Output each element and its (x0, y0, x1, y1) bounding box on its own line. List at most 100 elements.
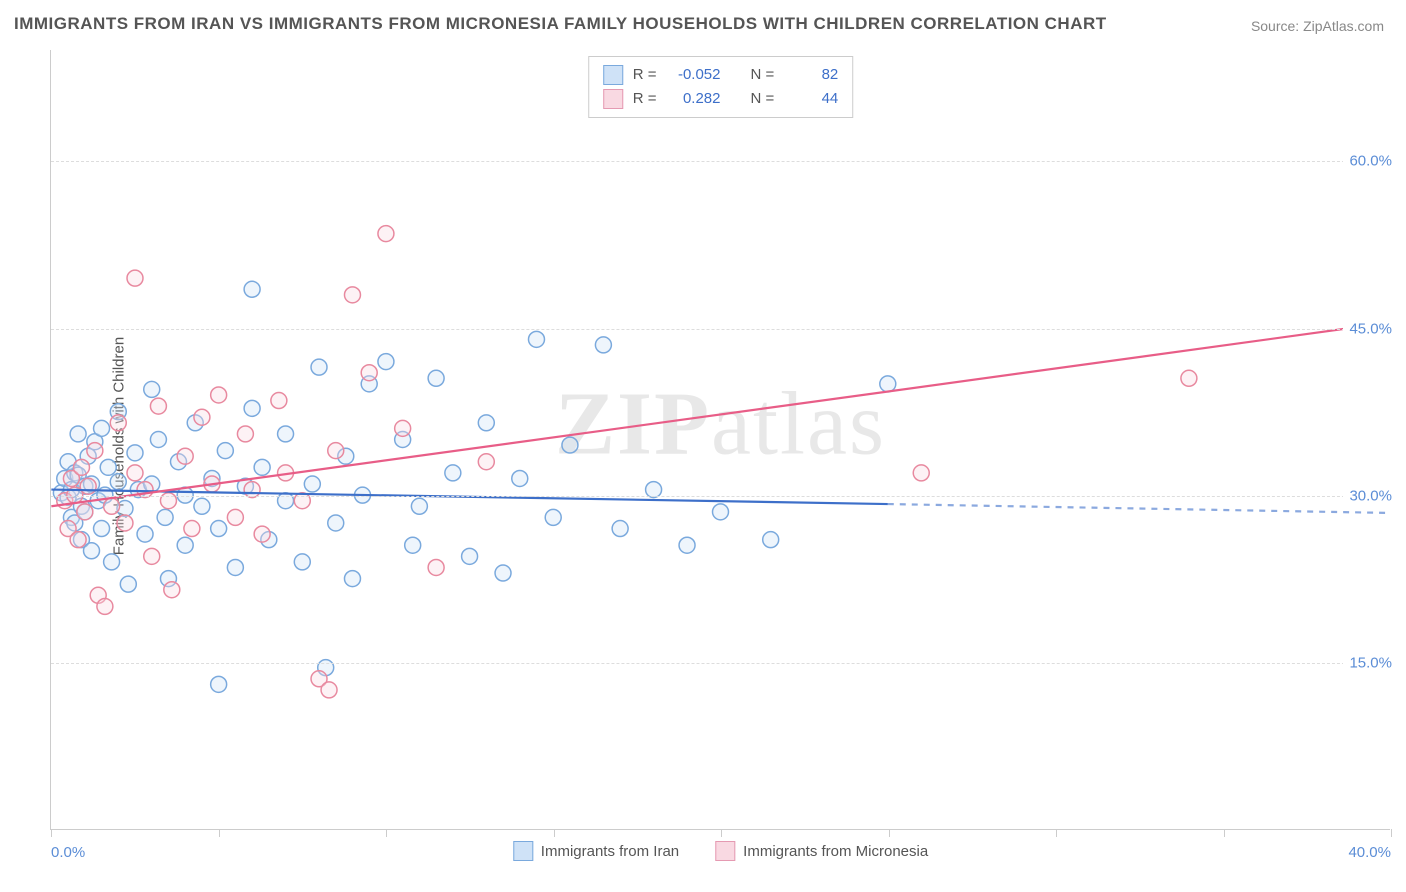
scatter-point-iran (378, 354, 394, 370)
r-value-iran: -0.052 (667, 63, 721, 87)
scatter-point-iran (70, 426, 86, 442)
scatter-point-micronesia (144, 548, 160, 564)
scatter-point-micronesia (177, 448, 193, 464)
scatter-point-micronesia (237, 426, 253, 442)
series-legend-item-iran: Immigrants from Iran (513, 841, 679, 861)
x-tick (386, 829, 387, 837)
scatter-point-iran (211, 521, 227, 537)
scatter-point-micronesia (361, 365, 377, 381)
scatter-point-micronesia (321, 682, 337, 698)
scatter-point-iran (84, 543, 100, 559)
r-label: R = (633, 63, 657, 87)
scatter-point-micronesia (344, 287, 360, 303)
scatter-point-iran (595, 337, 611, 353)
scatter-point-iran (405, 537, 421, 553)
scatter-point-micronesia (913, 465, 929, 481)
scatter-point-iran (120, 576, 136, 592)
grid-line (51, 496, 1390, 497)
scatter-point-iran (144, 381, 160, 397)
scatter-point-iran (713, 504, 729, 520)
scatter-point-micronesia (194, 409, 210, 425)
x-tick (1391, 829, 1392, 837)
r-value-micronesia: 0.282 (667, 87, 721, 111)
scatter-point-micronesia (127, 270, 143, 286)
scatter-point-iran (411, 498, 427, 514)
scatter-point-iran (311, 359, 327, 375)
scatter-point-iran (328, 515, 344, 531)
scatter-point-iran (211, 676, 227, 692)
scatter-point-micronesia (184, 521, 200, 537)
scatter-point-micronesia (77, 504, 93, 520)
scatter-point-iran (244, 281, 260, 297)
scatter-point-iran (227, 559, 243, 575)
correlation-legend-row-micronesia: R = 0.282 N = 44 (603, 87, 839, 111)
scatter-point-micronesia (80, 478, 96, 494)
scatter-point-micronesia (395, 420, 411, 436)
scatter-point-micronesia (164, 582, 180, 598)
swatch-iran (603, 65, 623, 85)
scatter-point-micronesia (254, 526, 270, 542)
scatter-point-micronesia (110, 415, 126, 431)
r-label: R = (633, 87, 657, 111)
scatter-point-micronesia (271, 393, 287, 409)
scatter-point-micronesia (227, 509, 243, 525)
scatter-point-micronesia (104, 498, 120, 514)
scatter-point-iran (612, 521, 628, 537)
scatter-point-iran (104, 554, 120, 570)
trend-line-dash-iran (888, 504, 1390, 513)
x-tick (219, 829, 220, 837)
x-tick (889, 829, 890, 837)
scatter-point-micronesia (428, 559, 444, 575)
scatter-point-micronesia (73, 459, 89, 475)
scatter-point-iran (304, 476, 320, 492)
scatter-point-micronesia (378, 226, 394, 242)
scatter-point-iran (94, 420, 110, 436)
n-label: N = (751, 87, 775, 111)
x-tick (721, 829, 722, 837)
y-tick-label: 45.0% (1343, 320, 1392, 337)
scatter-point-micronesia (70, 532, 86, 548)
scatter-point-iran (679, 537, 695, 553)
grid-line (51, 663, 1390, 664)
scatter-point-iran (127, 445, 143, 461)
scatter-point-iran (495, 565, 511, 581)
scatter-point-micronesia (1181, 370, 1197, 386)
correlation-legend-box: R = -0.052 N = 82 R = 0.282 N = 44 (588, 56, 854, 118)
scatter-point-iran (110, 474, 126, 490)
scatter-point-iran (545, 509, 561, 525)
swatch-micronesia (715, 841, 735, 861)
swatch-micronesia (603, 89, 623, 109)
scatter-point-micronesia (97, 598, 113, 614)
scatter-point-iran (294, 554, 310, 570)
scatter-point-iran (278, 426, 294, 442)
y-tick-label: 30.0% (1343, 487, 1392, 504)
chart-svg (51, 50, 1390, 829)
scatter-point-iran (512, 470, 528, 486)
grid-line (51, 329, 1390, 330)
grid-line (51, 161, 1390, 162)
scatter-point-iran (194, 498, 210, 514)
y-tick-label: 15.0% (1343, 654, 1392, 671)
scatter-point-iran (177, 537, 193, 553)
scatter-point-iran (100, 459, 116, 475)
scatter-point-iran (428, 370, 444, 386)
scatter-point-iran (217, 443, 233, 459)
scatter-point-micronesia (328, 443, 344, 459)
x-tick-label: 0.0% (51, 844, 85, 861)
scatter-point-iran (344, 571, 360, 587)
scatter-point-iran (445, 465, 461, 481)
source-attribution: Source: ZipAtlas.com (1251, 18, 1384, 34)
y-tick-label: 60.0% (1343, 153, 1392, 170)
scatter-point-micronesia (87, 443, 103, 459)
x-tick (1224, 829, 1225, 837)
scatter-point-iran (137, 526, 153, 542)
series-legend-item-micronesia: Immigrants from Micronesia (715, 841, 928, 861)
scatter-point-iran (763, 532, 779, 548)
scatter-point-micronesia (211, 387, 227, 403)
scatter-point-micronesia (150, 398, 166, 414)
x-tick-label: 40.0% (1348, 844, 1391, 861)
series-name-micronesia: Immigrants from Micronesia (743, 843, 928, 860)
scatter-point-iran (254, 459, 270, 475)
scatter-point-iran (150, 432, 166, 448)
swatch-iran (513, 841, 533, 861)
